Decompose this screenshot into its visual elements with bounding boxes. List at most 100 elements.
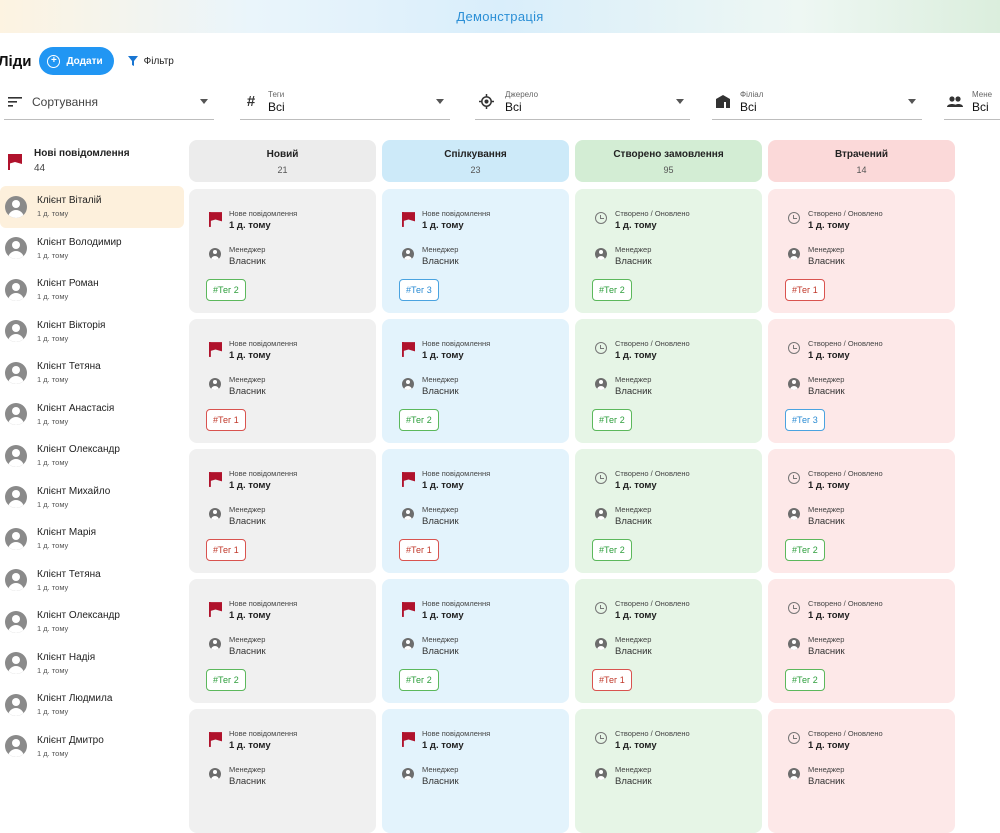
client-time: 1 д. тому <box>37 375 69 385</box>
tags-select[interactable]: # Теги Всі <box>240 84 450 120</box>
lead-card[interactable]: Нове повідомлення 1 д. тому Менеджер Власни… <box>189 579 376 703</box>
user-icon <box>785 768 803 780</box>
flag-icon <box>399 212 417 227</box>
client-name: Клієнт Марія <box>37 527 97 539</box>
tag-chip[interactable]: #Тег 3 <box>785 409 825 431</box>
add-button-label: Додати <box>66 55 103 67</box>
branch-select[interactable]: Філіал Всі <box>712 84 922 120</box>
sidebar-client-item[interactable]: Клієнт Анастасія 1 д. тому <box>0 394 184 436</box>
card-manager-value: Власник <box>422 776 459 787</box>
tag-chip[interactable]: #Тег 3 <box>399 279 439 301</box>
avatar-icon <box>5 444 27 467</box>
card-manager-label: Менеджер <box>808 245 845 254</box>
avatar-icon <box>5 486 27 509</box>
card-event: Створено / Оновлено <box>808 469 883 478</box>
card-time: 1 д. тому <box>615 220 657 231</box>
card-time: 1 д. тому <box>615 740 657 751</box>
lead-card[interactable]: Створено / Оновлено 1 д. тому Менеджер Влас… <box>768 319 955 443</box>
client-time: 1 д. тому <box>37 209 69 219</box>
sidebar-client-item[interactable]: Клієнт Володимир 1 д. тому <box>0 228 184 270</box>
lead-card[interactable]: Створено / Оновлено 1 д. тому Менеджер Влас… <box>768 709 955 833</box>
add-button[interactable]: + Додати <box>39 47 114 75</box>
sidebar-client-item[interactable]: Клієнт Людмила 1 д. тому <box>0 684 184 726</box>
lead-card[interactable]: Нове повідомлення 1 д. тому Менеджер Власни… <box>189 709 376 833</box>
tag-chip[interactable]: #Тег 1 <box>399 539 439 561</box>
card-manager-label: Менеджер <box>422 765 459 774</box>
flag-icon <box>206 212 224 227</box>
lead-card[interactable]: Створено / Оновлено 1 д. тому Менеджер Влас… <box>768 189 955 313</box>
sidebar-client-item[interactable]: Клієнт Роман 1 д. тому <box>0 269 184 311</box>
sort-select[interactable]: Сортування <box>4 84 214 120</box>
user-icon <box>399 248 417 260</box>
lead-card[interactable]: Створено / Оновлено 1 д. тому Менеджер Влас… <box>575 319 762 443</box>
avatar-icon <box>5 361 27 384</box>
client-name: Клієнт Вікторія <box>37 319 106 331</box>
card-manager-label: Менеджер <box>808 765 845 774</box>
sidebar-client-item[interactable]: Клієнт Тетяна 1 д. тому <box>0 560 184 602</box>
flag-icon <box>399 472 417 487</box>
lead-card[interactable]: Створено / Оновлено 1 д. тому Менеджер Влас… <box>575 709 762 833</box>
sidebar-client-item[interactable]: Клієнт Віталій 1 д. тому <box>0 186 184 228</box>
sidebar-client-item[interactable]: Клієнт Марія 1 д. тому <box>0 518 184 560</box>
client-name: Клієнт Дмитро <box>37 734 104 746</box>
client-time: 1 д. тому <box>37 292 69 302</box>
lead-card[interactable]: Створено / Оновлено 1 д. тому Менеджер Влас… <box>575 579 762 703</box>
card-manager-value: Власник <box>422 386 459 397</box>
lead-card[interactable]: Нове повідомлення 1 д. тому Менеджер Власни… <box>189 319 376 443</box>
tag-chip[interactable]: #Тег 1 <box>206 409 246 431</box>
card-manager-label: Менеджер <box>229 375 266 384</box>
lead-card[interactable]: Створено / Оновлено 1 д. тому Менеджер Влас… <box>575 449 762 573</box>
tag-chip[interactable]: #Тег 2 <box>592 409 632 431</box>
manager-label: Мене <box>972 89 993 99</box>
tag-chip[interactable]: #Тег 1 <box>592 669 632 691</box>
source-select[interactable]: Джерело Всі <box>475 84 690 120</box>
branch-label: Філіал <box>740 89 764 99</box>
lead-card[interactable]: Нове повідомлення 1 д. тому Менеджер Власни… <box>189 449 376 573</box>
tag-chip[interactable]: #Тег 2 <box>785 669 825 691</box>
card-event: Створено / Оновлено <box>808 339 883 348</box>
tag-chip[interactable]: #Тег 2 <box>785 539 825 561</box>
tags-value: Всі <box>268 99 285 114</box>
lead-card[interactable]: Створено / Оновлено 1 д. тому Менеджер Влас… <box>768 449 955 573</box>
filter-button[interactable]: Фільтр <box>127 56 174 67</box>
sidebar-client-item[interactable]: Клієнт Вікторія 1 д. тому <box>0 311 184 353</box>
tag-chip[interactable]: #Тег 1 <box>206 539 246 561</box>
tag-chip[interactable]: #Тег 2 <box>592 539 632 561</box>
lead-card[interactable]: Нове повідомлення 1 д. тому Менеджер Власни… <box>382 709 569 833</box>
avatar-icon <box>5 610 27 633</box>
sidebar-client-item[interactable]: Клієнт Тетяна 1 д. тому <box>0 352 184 394</box>
hash-icon: # <box>246 93 256 110</box>
sidebar-client-item[interactable]: Клієнт Олександр 1 д. тому <box>0 601 184 643</box>
sidebar-client-item[interactable]: Клієнт Дмитро 1 д. тому <box>0 726 184 768</box>
flag-icon <box>206 342 224 357</box>
tag-chip[interactable]: #Тег 2 <box>592 279 632 301</box>
source-label: Джерело <box>505 89 539 99</box>
user-icon <box>785 508 803 520</box>
tag-chip[interactable]: #Тег 2 <box>206 669 246 691</box>
sidebar-client-item[interactable]: Клієнт Надія 1 д. тому <box>0 643 184 685</box>
client-name: Клієнт Тетяна <box>37 568 101 580</box>
lead-card[interactable]: Нове повідомлення 1 д. тому Менеджер Власни… <box>382 579 569 703</box>
lead-card[interactable]: Нове повідомлення 1 д. тому Менеджер Власни… <box>382 449 569 573</box>
sidebar-client-item[interactable]: Клієнт Михайло 1 д. тому <box>0 477 184 519</box>
flag-icon <box>8 154 22 175</box>
card-manager-label: Менеджер <box>422 635 459 644</box>
client-name: Клієнт Віталій <box>37 195 102 207</box>
lead-card[interactable]: Нове повідомлення 1 д. тому Менеджер Власни… <box>382 319 569 443</box>
lead-card[interactable]: Нове повідомлення 1 д. тому Менеджер Власни… <box>189 189 376 313</box>
card-manager-value: Власник <box>615 646 652 657</box>
manager-select[interactable]: Мене Всі <box>944 84 1000 120</box>
lead-card[interactable]: Нове повідомлення 1 д. тому Менеджер Власни… <box>382 189 569 313</box>
tag-chip[interactable]: #Тег 2 <box>399 409 439 431</box>
tag-chip[interactable]: #Тег 1 <box>785 279 825 301</box>
sidebar-client-item[interactable]: Клієнт Олександр 1 д. тому <box>0 435 184 477</box>
lead-card[interactable]: Створено / Оновлено 1 д. тому Менеджер Влас… <box>575 189 762 313</box>
avatar-icon <box>5 527 27 550</box>
card-event: Нове повідомлення <box>229 339 298 348</box>
tag-chip[interactable]: #Тег 2 <box>399 669 439 691</box>
card-event: Нове повідомлення <box>422 209 491 218</box>
avatar-icon <box>5 320 27 343</box>
tag-chip[interactable]: #Тег 2 <box>206 279 246 301</box>
lead-card[interactable]: Створено / Оновлено 1 д. тому Менеджер Влас… <box>768 579 955 703</box>
chevron-down-icon <box>436 99 444 104</box>
